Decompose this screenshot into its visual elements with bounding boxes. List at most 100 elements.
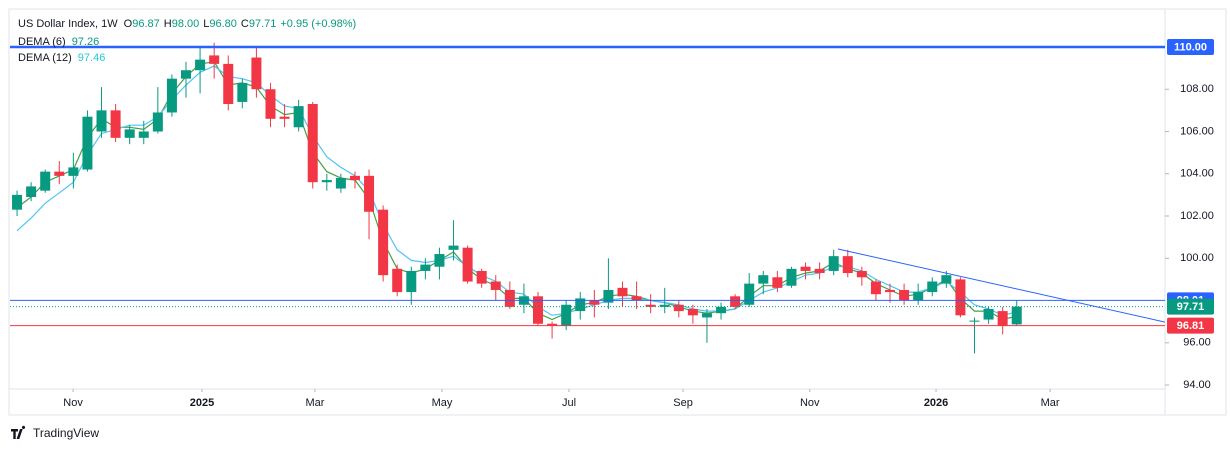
candle-body — [786, 268, 797, 286]
candle-body — [54, 171, 65, 176]
candle-body — [955, 279, 966, 316]
y-tick-label: 108.00 — [1180, 83, 1214, 95]
candle-body — [124, 129, 135, 138]
candle-body — [406, 270, 417, 293]
candle-body — [561, 304, 572, 326]
candle-body — [645, 304, 656, 307]
candle-body — [82, 116, 93, 170]
candle-body — [899, 289, 910, 301]
candle-body — [913, 292, 924, 301]
candle-body — [800, 266, 811, 271]
y-tick-label: 94.00 — [1183, 379, 1211, 391]
candle-body — [659, 304, 670, 307]
candle-body — [138, 131, 149, 138]
ohlc-label: C — [241, 18, 249, 30]
candle-body — [772, 277, 783, 288]
level-label-box — [1167, 298, 1214, 315]
candle-body — [828, 256, 839, 271]
candle-body — [603, 289, 614, 303]
ohlc-value: 96.87 — [132, 18, 160, 30]
candle-body — [744, 283, 755, 305]
candle-body — [983, 308, 994, 320]
candle-body — [335, 177, 346, 189]
x-tick-label: May — [432, 397, 453, 409]
candle-body — [265, 89, 276, 119]
candle-body — [378, 209, 389, 276]
candle-body — [110, 110, 121, 138]
candle-body — [420, 264, 431, 271]
candle-body — [209, 55, 220, 64]
x-tick-label: 2026 — [924, 397, 948, 409]
candle-body — [152, 112, 163, 132]
candle-body — [631, 296, 642, 301]
header: US Dollar Index, 1W O96.87 H98.00 L96.80 C97… — [18, 18, 356, 30]
candle-body — [575, 298, 586, 312]
candle-body — [687, 308, 698, 316]
ohlc-value: 96.80 — [209, 18, 237, 30]
candle-body — [504, 289, 515, 307]
candle-body — [927, 281, 938, 293]
ohlc-label: O — [124, 18, 133, 30]
candle-body — [701, 313, 712, 318]
legend-entry: DEMA (6) 97.26 — [18, 36, 99, 48]
candle-body — [434, 254, 445, 267]
x-tick-label: Nov — [63, 397, 83, 409]
candle-body — [26, 186, 37, 197]
candle-body — [349, 175, 360, 181]
candle-body — [68, 167, 79, 176]
ohlc-value: 98.00 — [172, 18, 200, 30]
candle-body — [617, 287, 628, 297]
candle-body — [533, 296, 544, 324]
level-label: 97.71 — [1177, 301, 1205, 313]
candle-body — [181, 70, 192, 79]
candle-body — [321, 180, 332, 183]
x-tick-label: Jul — [562, 397, 576, 409]
y-tick-label: 104.00 — [1180, 168, 1214, 180]
candle-body — [195, 59, 206, 71]
candle-body — [279, 116, 290, 119]
x-tick-label: 2025 — [190, 397, 214, 409]
y-tick-label: 102.00 — [1180, 210, 1214, 222]
candle-body — [814, 268, 825, 274]
ohlc-label: H — [164, 18, 172, 30]
candle-body — [476, 270, 487, 284]
chart-frame — [8, 8, 1227, 416]
y-tick-label: 100.00 — [1180, 252, 1214, 264]
candle-body — [885, 289, 896, 293]
ohlc-value: 97.71 — [249, 18, 277, 30]
level-label-box — [1167, 317, 1214, 334]
legend-value: 97.26 — [72, 36, 100, 48]
candle-body — [997, 311, 1008, 326]
candle-body — [547, 323, 558, 326]
candle-body — [589, 300, 600, 305]
candle-body — [941, 275, 952, 284]
legend-name: DEMA (6) — [18, 36, 66, 48]
candle-body — [96, 110, 107, 132]
legend-value: 97.46 — [78, 52, 106, 64]
candle-body — [448, 245, 459, 250]
candle-body — [730, 296, 741, 307]
x-tick-label: Mar — [306, 397, 325, 409]
level-label: 110.00 — [1174, 41, 1207, 53]
candle-body — [293, 106, 304, 128]
candle-body — [251, 57, 262, 90]
plot-area — [10, 42, 1166, 354]
trend-line — [837, 248, 1166, 323]
candle-body — [716, 306, 727, 314]
candle-body — [392, 268, 403, 293]
candle-body — [758, 275, 769, 284]
candle-body — [969, 320, 980, 322]
change: +0.95 (+0.98%) — [280, 18, 356, 30]
candle-body — [870, 281, 881, 295]
candle-body — [40, 171, 51, 191]
x-tick-label: Nov — [800, 397, 820, 409]
footer-logo: TradingView — [10, 425, 99, 440]
candle-body — [673, 304, 684, 312]
candle-body — [490, 281, 501, 290]
candle-body — [12, 194, 23, 210]
candle-body — [223, 63, 234, 105]
candle-body — [462, 247, 473, 282]
symbol-title: US Dollar Index, 1W — [18, 18, 118, 30]
y-tick-label: 96.00 — [1183, 337, 1211, 349]
